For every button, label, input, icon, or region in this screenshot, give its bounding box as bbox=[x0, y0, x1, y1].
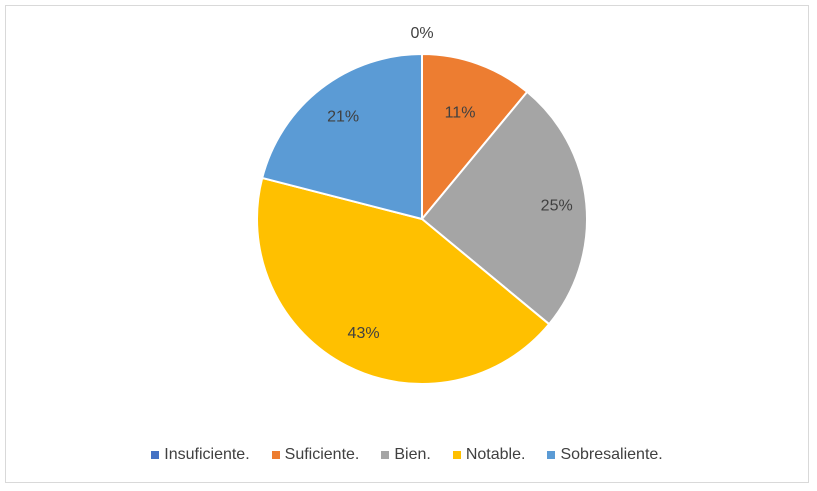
legend-swatch-bien bbox=[381, 451, 390, 459]
pie-slice-suficiente bbox=[421, 52, 529, 222]
legend-label-sobresaliente: Sobresaliente. bbox=[560, 446, 663, 463]
pie-chart: 0% 11% 25% 43% 21% bbox=[256, 25, 588, 385]
legend-swatch-insuficiente bbox=[151, 451, 160, 459]
pie-slice-bien bbox=[420, 90, 588, 326]
data-label-sobresaliente: 21% bbox=[327, 109, 359, 126]
chart-legend: Insuficiente. Suficiente. Bien. Notable. Sob… bbox=[6, 446, 808, 464]
legend-label-notable: Notable. bbox=[465, 446, 526, 463]
pie-slice-sobresaliente bbox=[260, 52, 423, 221]
chart-area: 0% 11% 25% 43% 21% Insuficiente. Suficiente. B… bbox=[5, 5, 809, 483]
legend-label-suficiente: Suficiente. bbox=[284, 446, 360, 463]
legend-label-insuficiente: Insuficiente. bbox=[164, 446, 250, 463]
legend-swatch-sobresaliente bbox=[547, 451, 556, 459]
pie-slice-notable bbox=[256, 176, 551, 385]
data-label-insuficiente: 0% bbox=[410, 25, 433, 42]
legend-item-sobresaliente: Sobresaliente. bbox=[547, 446, 663, 464]
legend-label-bien: Bien. bbox=[394, 446, 431, 463]
legend-item-bien: Bien. bbox=[381, 446, 431, 464]
legend-swatch-notable bbox=[452, 451, 461, 459]
data-label-bien: 25% bbox=[541, 197, 573, 214]
data-label-notable: 43% bbox=[348, 325, 380, 342]
data-label-suficiente: 11% bbox=[445, 105, 476, 122]
legend-item-insuficiente: Insuficiente. bbox=[151, 446, 250, 464]
legend-item-suficiente: Suficiente. bbox=[271, 446, 360, 464]
legend-item-notable: Notable. bbox=[452, 446, 526, 464]
legend-swatch-suficiente bbox=[271, 451, 280, 459]
